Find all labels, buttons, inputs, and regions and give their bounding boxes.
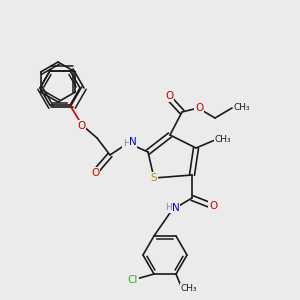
Text: O: O [77,121,85,131]
Text: O: O [165,91,173,101]
Text: O: O [91,168,99,178]
Text: CH₃: CH₃ [234,103,250,112]
Text: CH₃: CH₃ [215,136,231,145]
Text: N: N [129,137,137,147]
Text: CH₃: CH₃ [181,284,197,292]
Text: O: O [209,201,217,211]
Text: N: N [172,203,180,213]
Text: H: H [165,203,171,212]
Text: Cl: Cl [128,275,138,285]
Text: S: S [151,173,157,183]
Text: H: H [123,139,129,148]
Text: O: O [195,103,203,113]
